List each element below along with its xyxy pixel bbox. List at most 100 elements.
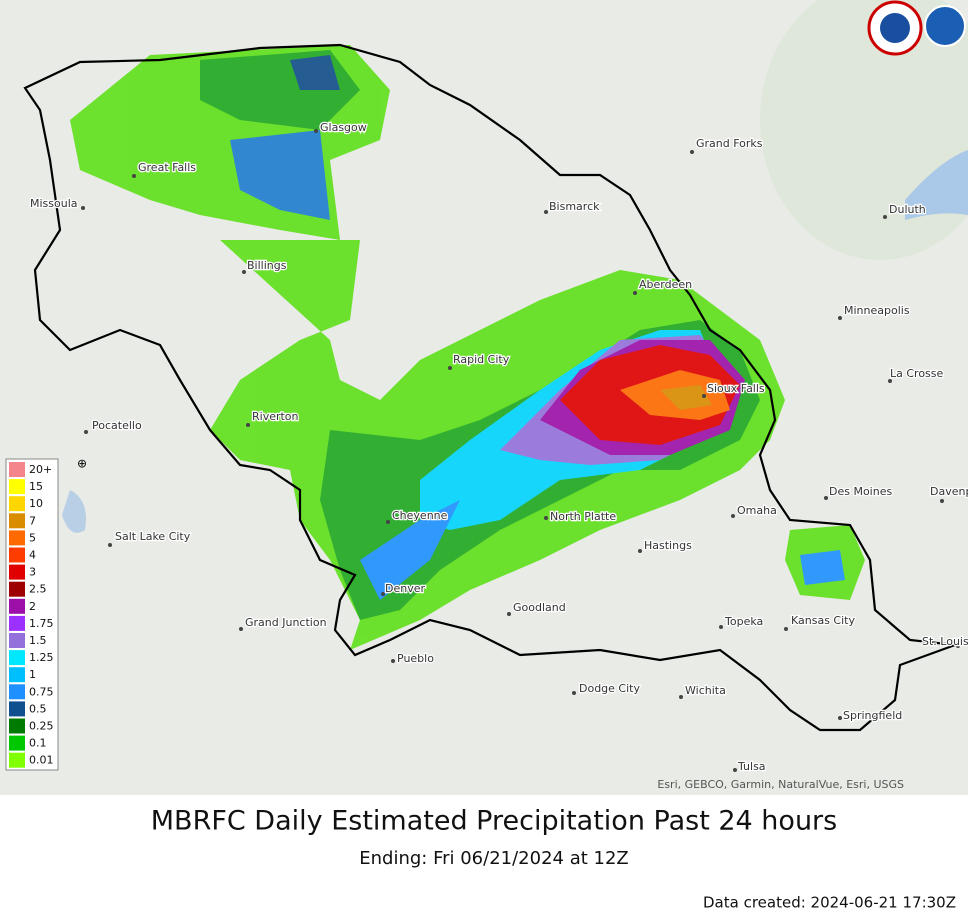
city-label: La Crosse bbox=[890, 367, 944, 380]
city-label: Great Falls bbox=[138, 161, 196, 174]
city-label: Billings bbox=[247, 259, 287, 272]
legend-swatch bbox=[9, 701, 25, 717]
legend: 20+ 15 10 7 5 4 3 2.5 2 1.75 1.5 1.25 1 0.75 0.5 0.25 0.… bbox=[9, 462, 54, 768]
legend-swatch bbox=[9, 752, 25, 768]
city-label: Kansas City bbox=[791, 614, 855, 627]
city-dot bbox=[690, 150, 694, 154]
city-dot bbox=[391, 659, 395, 663]
city-dot bbox=[679, 695, 683, 699]
city-labels: Glasgow Great Falls Missoula Bismarck Grand … bbox=[29, 120, 968, 775]
city-dot bbox=[824, 496, 828, 500]
legend-label: 0.25 bbox=[29, 720, 54, 733]
legend-swatch bbox=[9, 513, 25, 529]
city-label: Topeka bbox=[724, 615, 763, 628]
city-label: Hastings bbox=[644, 539, 692, 552]
city-dot bbox=[132, 174, 136, 178]
city-dot bbox=[838, 316, 842, 320]
city-label: Minneapolis bbox=[844, 304, 910, 317]
city-label: Des Moines bbox=[829, 485, 892, 498]
city-dot bbox=[544, 210, 548, 214]
city-dot bbox=[838, 716, 842, 720]
legend-label: 10 bbox=[29, 497, 43, 510]
subtitle: Ending: Fri 06/21/2024 at 12Z bbox=[359, 848, 629, 869]
legend-label: 2 bbox=[29, 600, 36, 613]
legend-swatch bbox=[9, 667, 25, 683]
city-label: Cheyenne bbox=[392, 509, 448, 522]
city-dot bbox=[633, 291, 637, 295]
city-label: Duluth bbox=[889, 203, 926, 216]
city-label: Davenport bbox=[930, 485, 968, 498]
city-dot bbox=[731, 514, 735, 518]
city-label: St. Louis bbox=[922, 635, 968, 648]
legend-swatch bbox=[9, 615, 25, 631]
legend-swatch bbox=[9, 735, 25, 751]
legend-label: 0.75 bbox=[29, 685, 54, 698]
city-dot bbox=[784, 627, 788, 631]
precipitation bbox=[70, 45, 865, 650]
legend-label: 0.5 bbox=[29, 702, 47, 715]
city-label: Tulsa bbox=[737, 760, 766, 773]
city-dot bbox=[108, 543, 112, 547]
city-label: Wichita bbox=[685, 684, 726, 697]
legend-label: 0.1 bbox=[29, 737, 47, 750]
city-label: Denver bbox=[385, 582, 425, 595]
legend-label: 0.01 bbox=[29, 754, 54, 767]
legend-swatch bbox=[9, 598, 25, 614]
city-label: Omaha bbox=[737, 504, 777, 517]
city-dot bbox=[448, 366, 452, 370]
city-label: Grand Forks bbox=[696, 137, 763, 150]
city-label: Riverton bbox=[252, 410, 299, 423]
legend-label: 3 bbox=[29, 566, 36, 579]
legend-swatch bbox=[9, 718, 25, 734]
map: Glasgow Great Falls Missoula Bismarck Grand … bbox=[0, 0, 968, 795]
legend-label: 2.5 bbox=[29, 583, 47, 596]
city-label: Glasgow bbox=[320, 121, 367, 134]
city-label: Sioux Falls bbox=[707, 382, 765, 395]
legend-label: 7 bbox=[29, 514, 36, 527]
city-dot bbox=[719, 625, 723, 629]
legend-label: 1.5 bbox=[29, 634, 47, 647]
city-label: Pocatello bbox=[92, 419, 142, 432]
city-dot bbox=[572, 691, 576, 695]
city-label: Rapid City bbox=[453, 353, 510, 366]
city-dot bbox=[381, 592, 385, 596]
city-label: North Platte bbox=[550, 510, 616, 523]
legend-swatch bbox=[9, 479, 25, 495]
legend-label: 20+ bbox=[29, 463, 52, 476]
legend-swatch bbox=[9, 633, 25, 648]
data-created: Data created: 2024-06-21 17:30Z bbox=[703, 894, 956, 912]
city-label: Aberdeen bbox=[639, 278, 692, 291]
city-dot bbox=[314, 129, 318, 133]
lake bbox=[905, 150, 968, 220]
city-dot bbox=[940, 499, 944, 503]
city-label: Dodge City bbox=[579, 682, 640, 695]
logos bbox=[867, 0, 966, 56]
city-label: Springfield bbox=[843, 709, 902, 722]
city-dot bbox=[84, 430, 88, 434]
city-dot bbox=[81, 206, 85, 210]
city-label: Missoula bbox=[30, 197, 78, 210]
legend-swatch bbox=[9, 564, 25, 580]
city-label: Grand Junction bbox=[245, 616, 327, 629]
city-label: Pueblo bbox=[397, 652, 434, 665]
city-dot bbox=[242, 270, 246, 274]
city-label: Salt Lake City bbox=[115, 530, 191, 543]
city-dot bbox=[386, 520, 390, 524]
city-dot bbox=[888, 379, 892, 383]
city-dot bbox=[246, 423, 250, 427]
legend-swatch bbox=[9, 547, 25, 563]
legend-swatch bbox=[9, 496, 25, 512]
city-dot bbox=[956, 644, 960, 648]
caption: MBRFC Daily Estimated Precipitation Past… bbox=[151, 806, 956, 912]
city-dot bbox=[544, 516, 548, 520]
legend-swatch bbox=[9, 650, 25, 666]
legend-label: 1 bbox=[29, 668, 36, 681]
legend-swatch bbox=[9, 581, 25, 597]
legend-swatch bbox=[9, 462, 25, 477]
city-dot bbox=[638, 549, 642, 553]
city-dot bbox=[702, 394, 706, 398]
title: MBRFC Daily Estimated Precipitation Past… bbox=[151, 806, 837, 837]
attribution: Esri, GEBCO, Garmin, NaturalVue, Esri, U… bbox=[657, 778, 904, 791]
zoom-icon[interactable]: ⊕ bbox=[77, 457, 87, 471]
